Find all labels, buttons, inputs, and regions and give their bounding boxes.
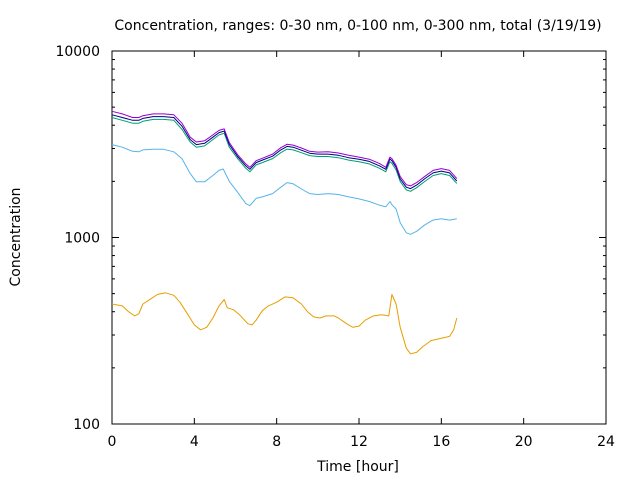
y-axis-label: Concentration [8, 187, 24, 286]
y-axis: 100 1000 10000 [55, 44, 606, 433]
x-axis-label: Time [hour] [316, 459, 399, 475]
series-line-3 [111, 117, 458, 192]
x-tick-label: 4 [190, 434, 199, 450]
x-tick-label: 24 [597, 434, 615, 450]
x-tick-label: 8 [272, 434, 281, 450]
x-tick-label: 20 [515, 434, 533, 450]
series-line-5 [111, 110, 458, 187]
chart-title: Concentration, ranges: 0-30 nm, 0-100 nm… [114, 18, 601, 34]
series-line-4 [111, 114, 458, 190]
series-line-1 [111, 292, 458, 355]
x-tick-label: 12 [350, 434, 368, 450]
series-group [111, 110, 458, 355]
y-tick-label: 100 [73, 417, 100, 433]
x-tick-label: 0 [108, 434, 117, 450]
y-tick-label: 1000 [64, 231, 100, 247]
y-tick-label: 10000 [55, 44, 100, 60]
series-line-2 [111, 144, 457, 235]
x-tick-label: 16 [432, 434, 450, 450]
x-axis: 0 4 8 12 16 20 24 [108, 51, 615, 450]
